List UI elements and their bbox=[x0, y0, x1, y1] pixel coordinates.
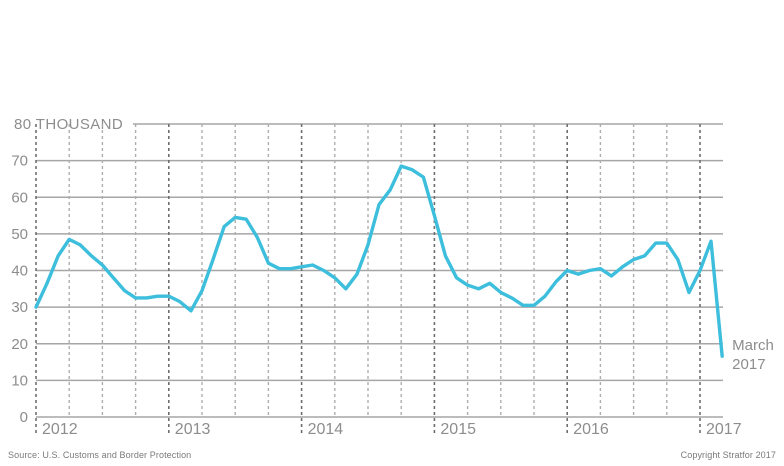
x-tick-label-2013: 2013 bbox=[175, 421, 211, 438]
y-tick-label-70: 70 bbox=[11, 153, 28, 170]
x-tick-label-2016: 2016 bbox=[573, 421, 609, 438]
x-tick-label-2012: 2012 bbox=[42, 421, 78, 438]
y-tick-label-20: 20 bbox=[11, 336, 28, 353]
y-tick-label-10: 10 bbox=[11, 372, 28, 389]
y-tick-label-50: 50 bbox=[11, 226, 28, 243]
y-axis-unit-label: 80 THOUSAND bbox=[14, 116, 123, 133]
x-tick-label-2017: 2017 bbox=[706, 421, 742, 438]
data-series-line-0 bbox=[34, 164, 724, 358]
y-tick-label-60: 60 bbox=[11, 189, 28, 206]
x-tick-label-2015: 2015 bbox=[440, 421, 476, 438]
x-tick-label-2014: 2014 bbox=[308, 421, 344, 438]
copyright-note: Copyright Stratfor 2017 bbox=[680, 450, 776, 460]
y-tick-label-40: 40 bbox=[11, 263, 28, 280]
annotation-line-0-0: March bbox=[732, 337, 774, 354]
annotation-line-0-1: 2017 bbox=[732, 356, 765, 373]
source-note: Source: U.S. Customs and Border Protecti… bbox=[8, 450, 192, 460]
y-tick-label-30: 30 bbox=[11, 299, 28, 316]
y-tick-label-0: 0 bbox=[20, 409, 28, 426]
